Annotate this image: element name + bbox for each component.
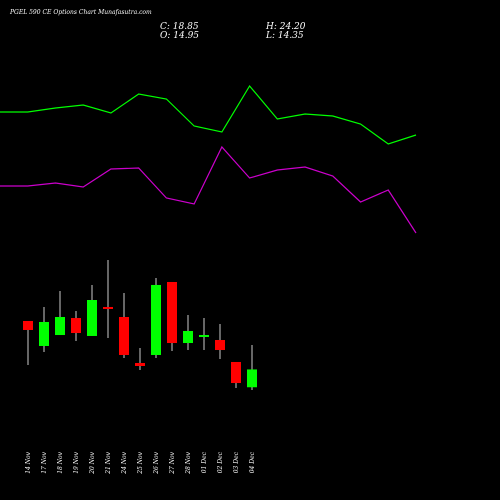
candle-body <box>55 317 65 336</box>
x-tick-label: 18 Nov <box>57 451 64 473</box>
low-label: L: 14.35 <box>265 31 304 41</box>
indicator-line <box>0 84 417 145</box>
candle-body <box>247 369 257 388</box>
candle-body <box>135 362 145 367</box>
x-tick-label: 01 Dec <box>201 451 208 473</box>
open-label: O: 14.95 <box>160 31 199 41</box>
candle-body <box>103 306 113 310</box>
x-tick-label: 25 Nov <box>137 451 144 474</box>
x-tick-label: 28 Nov <box>185 451 192 474</box>
x-tick-label: 04 Dec <box>249 451 256 473</box>
x-tick-label: 03 Dec <box>233 451 240 473</box>
candle-body <box>151 284 161 355</box>
candle-body <box>215 339 225 351</box>
high-label: H: 24.20 <box>265 22 306 32</box>
x-tick-label: 14 Nov <box>25 451 32 473</box>
x-tick-label: 27 Nov <box>169 451 176 474</box>
candle-body <box>119 317 129 355</box>
x-tick-label: 20 Nov <box>89 451 96 474</box>
x-tick-label: 02 Dec <box>217 451 224 473</box>
candle-body <box>87 300 97 336</box>
x-tick-label: 21 Nov <box>105 451 112 474</box>
candle-body <box>231 361 241 384</box>
candle-body <box>23 320 33 330</box>
chart-title: PGEL 590 CE Options Chart Munafasutra.co… <box>9 9 152 16</box>
candle-body <box>39 321 49 346</box>
x-tick-label: 19 Nov <box>73 451 80 473</box>
candle-body <box>167 281 177 344</box>
indicator-line <box>0 145 417 234</box>
close-label: C: 18.85 <box>160 22 199 32</box>
x-tick-label: 26 Nov <box>153 451 160 474</box>
candle-body <box>199 335 209 337</box>
candle-body <box>183 330 193 344</box>
candle-body <box>71 318 81 334</box>
x-tick-label: 17 Nov <box>41 451 48 473</box>
x-tick-label: 24 Nov <box>121 451 128 474</box>
